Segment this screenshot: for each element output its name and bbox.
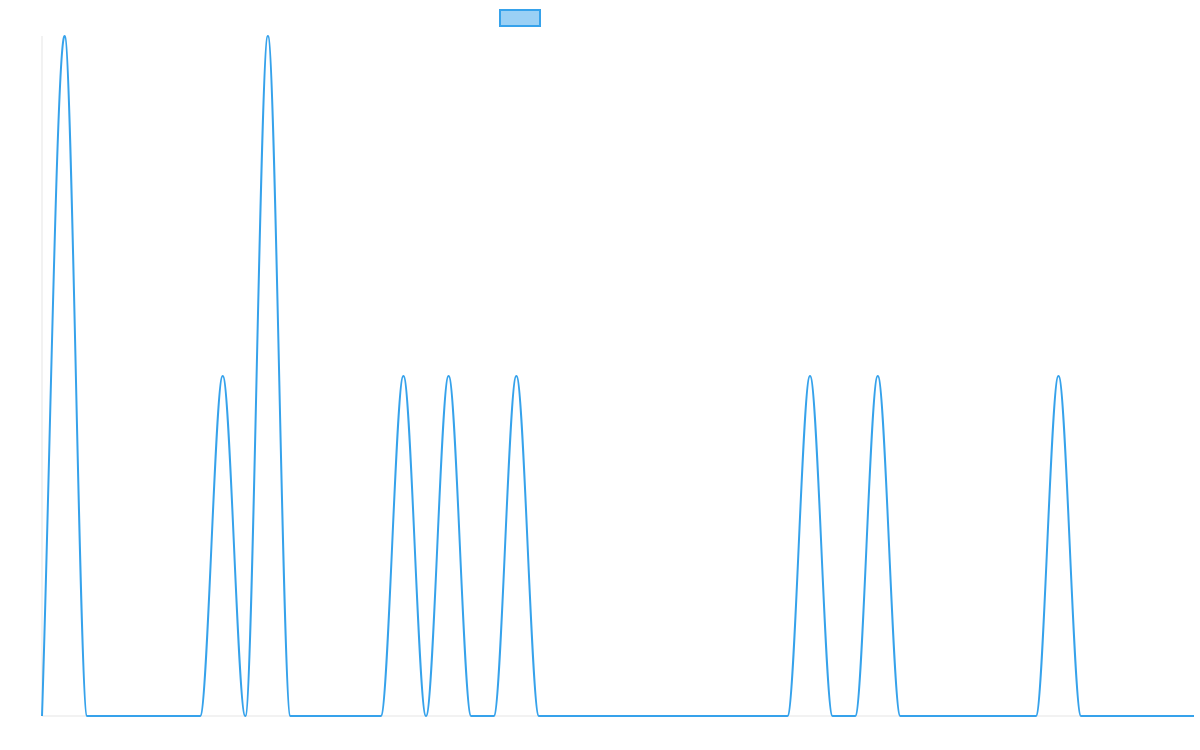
axes — [41, 36, 1194, 717]
series-line[interactable] — [41, 35, 1194, 717]
series-layer — [41, 35, 1194, 717]
legend[interactable] — [499, 9, 541, 27]
legend-swatch[interactable] — [499, 9, 541, 27]
